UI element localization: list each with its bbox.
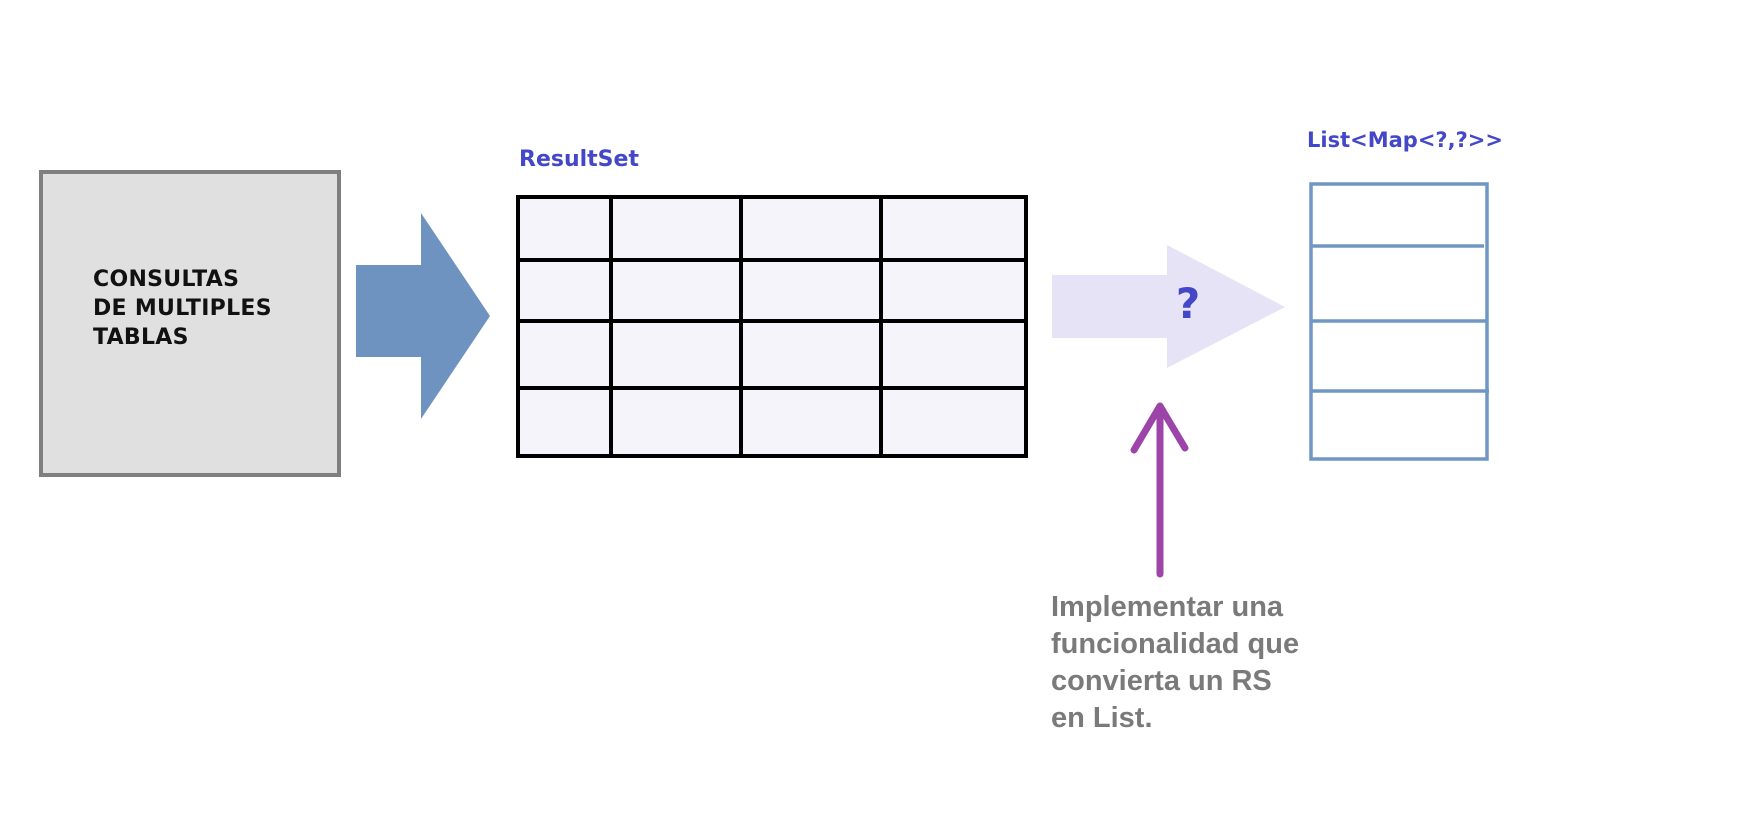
list-map-label: List<Map<?,?>> — [1307, 128, 1503, 152]
conversion-arrow — [1052, 245, 1285, 368]
query-label-line: DE MULTIPLES — [93, 296, 272, 321]
note-line: en List. — [1051, 702, 1153, 734]
list-structure — [1309, 182, 1489, 461]
resultset-table — [516, 195, 1028, 458]
pointer-arrow — [1130, 402, 1189, 578]
implementation-note: Implementar una funcionalidad que convie… — [1051, 589, 1381, 737]
query-to-resultset-arrow — [356, 213, 490, 419]
conversion-question-mark: ? — [1175, 279, 1201, 328]
pointer-arrow-head — [1130, 402, 1189, 454]
query-label-line: TABLAS — [93, 325, 189, 350]
note-line: funcionalidad que — [1051, 628, 1300, 660]
multiple-tables-query-box — [39, 170, 341, 477]
resultset-label: ResultSet — [519, 147, 639, 172]
multiple-tables-query-label: CONSULTAS DE MULTIPLES TABLAS — [93, 265, 333, 352]
resultset-table-frame — [516, 195, 1028, 458]
note-line: Implementar una — [1051, 591, 1284, 623]
note-line: convierta un RS — [1051, 665, 1272, 697]
query-label-line: CONSULTAS — [93, 267, 240, 292]
